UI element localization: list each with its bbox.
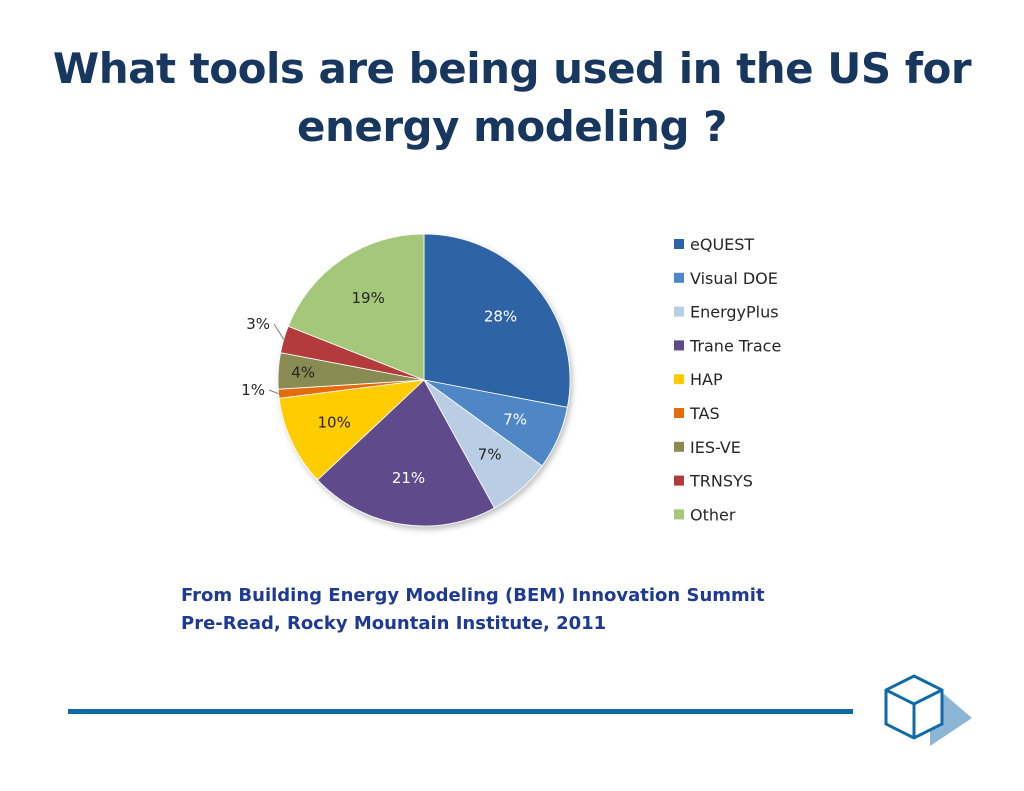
pie-labels: 28% 7%7% 21% 10% 1% 4% 3% 19% xyxy=(241,289,527,487)
legend-swatch-trane-trace xyxy=(674,340,684,351)
legend-label-energyplus: EnergyPlus xyxy=(690,303,779,322)
legend-swatch-trnsys xyxy=(674,475,684,486)
legend-swatch-energyplus xyxy=(674,306,684,317)
legend-swatch-other xyxy=(674,509,684,520)
pie-label-ies-ve: 4% xyxy=(291,363,315,381)
legend-label-tas: TAS xyxy=(689,404,720,423)
pie-label-visual-doe: 7% xyxy=(503,410,527,428)
legend-label-other: Other xyxy=(690,505,736,524)
source-line-1: From Building Energy Modeling (BEM) Inno… xyxy=(181,585,765,606)
pie-label-tas: 1% xyxy=(241,381,265,399)
pie-label-energyplus: 7% xyxy=(478,446,502,464)
pie-slice-trane-trace xyxy=(317,379,495,527)
pie-label-other: 19% xyxy=(352,289,385,307)
pie-label-trane-trace: 21% xyxy=(392,469,425,487)
legend-label-ies-ve: IES-VE xyxy=(690,438,741,457)
pie-leader-lines xyxy=(268,323,285,395)
legend-label-visual-doe: Visual DOE xyxy=(690,269,778,288)
legend-swatch-equest xyxy=(674,239,684,249)
legend-label-equest: eQUEST xyxy=(690,235,754,254)
source-citation: From Building Energy Modeling (BEM) Inno… xyxy=(181,582,765,638)
pie-label-hap: 10% xyxy=(318,413,351,431)
slide-title-line-2: energy modeling ? xyxy=(296,102,728,151)
slide-title-line-1: What tools are being used in the US for xyxy=(52,44,972,93)
footer-divider xyxy=(68,709,853,714)
chart-legend: eQUEST Visual DOE EnergyPlus Trane Trace HAP… xyxy=(674,235,781,524)
legend-swatch-visual-doe xyxy=(674,272,684,283)
legend-label-hap: HAP xyxy=(690,370,723,389)
leader-line-tas xyxy=(268,389,279,395)
pie-slice-hap xyxy=(278,379,426,481)
legend-swatch-hap xyxy=(674,374,684,385)
pie-label-trnsys: 3% xyxy=(246,315,270,333)
cube-logo-icon xyxy=(884,674,972,746)
legend-label-trane-trace: Trane Trace xyxy=(689,336,781,355)
legend-swatch-tas xyxy=(674,408,684,418)
leader-line-trnsys xyxy=(273,323,285,340)
pie-slice-other xyxy=(287,233,425,381)
pie-label-equest: 28% xyxy=(484,308,517,326)
legend-label-trnsys: TRNSYS xyxy=(689,472,753,491)
pie-slice-equest xyxy=(423,233,571,408)
slide-title: What tools are being used in the US for … xyxy=(40,40,984,156)
source-line-2: Pre-Read, Rocky Mountain Institute, 2011 xyxy=(181,613,607,634)
legend-swatch-ies-ve xyxy=(674,441,684,452)
